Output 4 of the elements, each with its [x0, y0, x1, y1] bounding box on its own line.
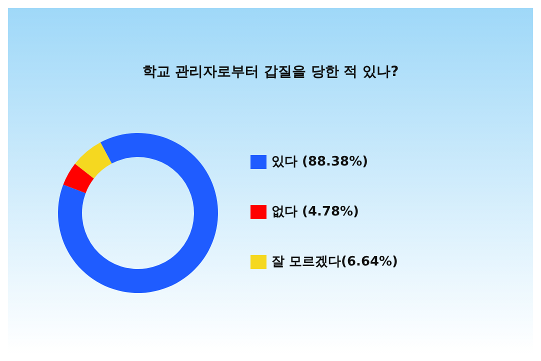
- chart-title: 학교 관리자로부터 갑질을 당한 적 있나?: [142, 64, 399, 80]
- legend-label: 잘 모르겠다(6.64%): [271, 254, 398, 270]
- legend-label: 없다 (4.78%): [271, 204, 360, 220]
- legend-label: 있다 (88.38%): [271, 154, 368, 170]
